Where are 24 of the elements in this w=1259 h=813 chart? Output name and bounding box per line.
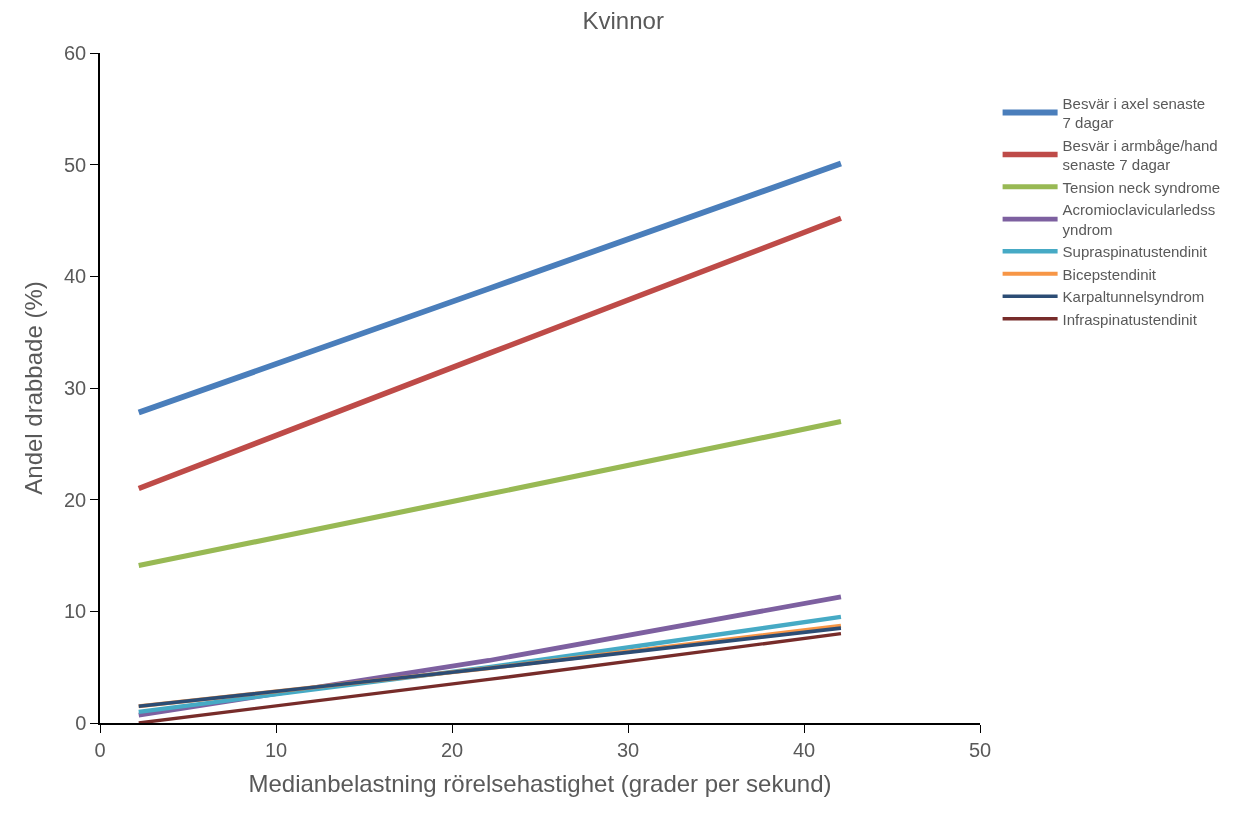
legend-label: Karpaltunnelsyndrom — [1062, 288, 1205, 306]
y-tick-label: 20 — [64, 488, 87, 511]
legend-label: Besvär i axel senaste 7 dagar — [1062, 94, 1206, 132]
y-tick-label: 60 — [64, 42, 87, 64]
x-tick-label: 0 — [94, 738, 106, 761]
legend-label: Besvär i armbåge/hand senaste 7 dagar — [1062, 136, 1218, 174]
x-axis-title: Medianbelastning rörelsehastighet (grader per sekund) — [248, 769, 832, 797]
legend-label: Supraspinatustendinit — [1062, 243, 1208, 261]
legend-label: Acromioclavicularledssyndrom — [1062, 201, 1216, 238]
chart-title: Kvinnor — [582, 6, 664, 34]
legend-label: Tension neck syndrome — [1062, 178, 1221, 196]
legend-label: Infraspinatustendinit — [1062, 310, 1198, 328]
y-tick-label: 10 — [64, 600, 87, 623]
y-tick-label: 30 — [64, 377, 87, 399]
x-tick-label: 20 — [440, 738, 464, 761]
x-tick-label: 40 — [792, 738, 816, 761]
x-tick-label: 50 — [968, 738, 992, 761]
y-tick-label: 0 — [75, 712, 87, 734]
y-tick-label: 50 — [64, 153, 87, 176]
legend-label: Bicepstendinit — [1062, 265, 1157, 283]
y-axis-title: Andel drabbade (%) — [19, 281, 47, 495]
x-tick-label: 10 — [264, 738, 288, 761]
x-tick-label: 30 — [616, 738, 640, 761]
y-tick-label: 40 — [64, 265, 87, 288]
